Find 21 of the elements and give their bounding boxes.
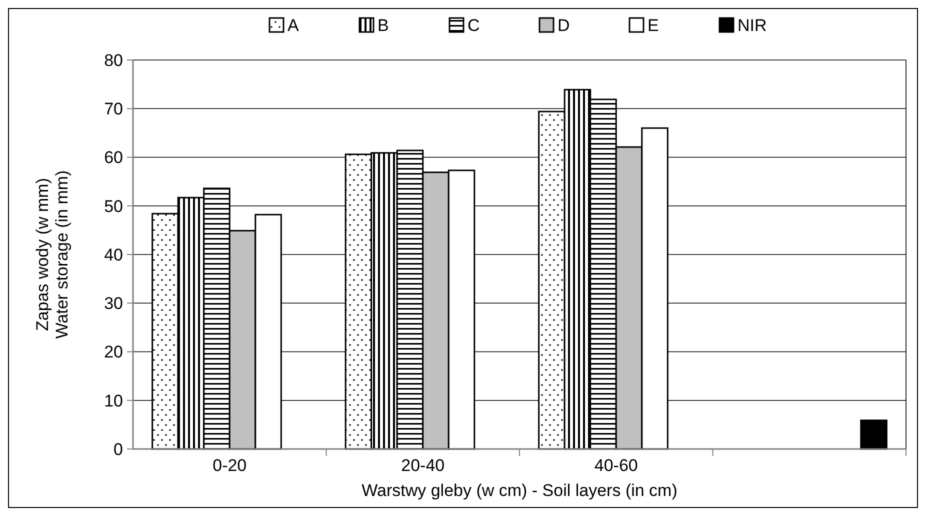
y-tick-label: 50	[104, 196, 123, 216]
legend-label: E	[648, 16, 659, 35]
legend-label: D	[558, 16, 570, 35]
y-tick-label: 40	[104, 245, 123, 264]
x-tick-label: 20-40	[401, 456, 445, 475]
legend-label: NIR	[738, 16, 767, 35]
x-tick-label: 40-60	[594, 456, 638, 475]
y-tick-label: 60	[104, 148, 123, 168]
bar	[860, 420, 888, 450]
y-tick-label: 70	[104, 100, 123, 119]
y-tick-label: 0	[114, 440, 123, 459]
legend-label: A	[288, 16, 300, 35]
y-tick-label: 10	[104, 391, 123, 410]
legend-label: C	[468, 16, 480, 35]
x-tick-label: 0-20	[212, 456, 247, 475]
y-tick-label: 30	[104, 294, 123, 314]
x-axis-title: Warstwy gleby (w cm) - Soil layers (in cm)	[362, 481, 678, 500]
legend-label: B	[378, 16, 389, 35]
y-axis-title: Zapas wody (w mm) Water storage (in mm)	[33, 170, 72, 339]
y-tick-label: 80	[104, 50, 123, 70]
y-tick-label: 20	[104, 342, 123, 362]
